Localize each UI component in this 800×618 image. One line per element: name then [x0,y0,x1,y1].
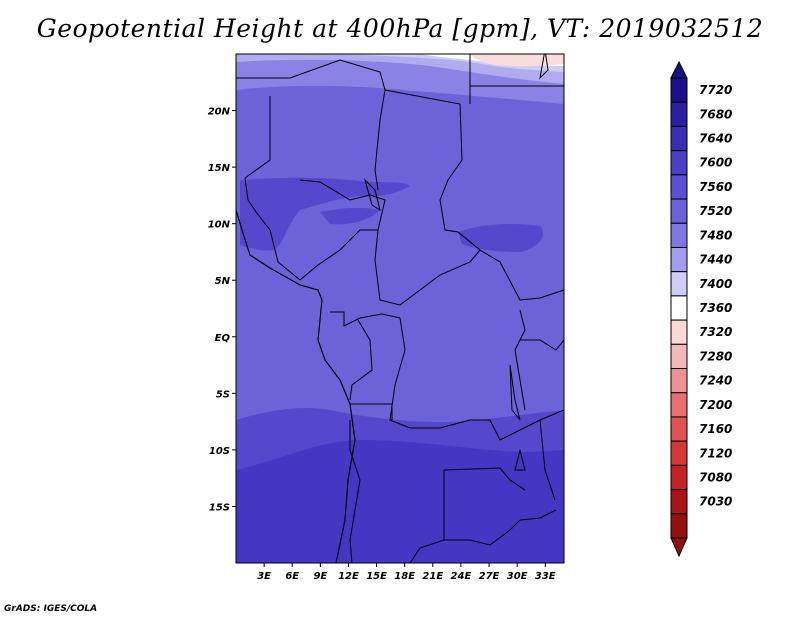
colorbar-segment [670,416,688,442]
colorbar-segment [670,464,688,491]
colorbar-label: 7320 [699,325,732,339]
map-frame [235,53,565,564]
y-tick-label: 5S [216,389,230,400]
colorbar-label: 7030 [699,495,732,509]
x-tick-label: 27E [479,571,500,582]
colorbar-label: 7640 [699,132,732,146]
x-tick-label: 6E [285,571,299,582]
colorbar-segment [670,513,688,539]
colorbar-segment [670,198,688,224]
colorbar-label: 7480 [699,228,732,242]
colorbar-label: 7200 [699,398,732,412]
colorbar-segment [670,246,688,273]
y-tick-label: 10N [208,220,231,231]
colorbar-segment [670,271,688,297]
colorbar-label: 7400 [699,277,732,291]
chart-title: Geopotential Height at 400hPa [gpm], VT:… [36,14,764,43]
colorbar-segment [670,368,688,394]
colorbar-label: 7280 [699,349,732,363]
x-tick-label: 15E [366,571,387,582]
x-tick-label: 9E [313,571,327,582]
colorbar-segment [670,222,688,248]
colorbar-label: 7720 [699,83,732,97]
colorbar-label: 7240 [699,374,732,388]
colorbar-segment [670,150,688,176]
colorbar-segment [670,392,688,418]
y-tick-label: 5N [215,276,231,287]
colorbar-label: 7680 [699,107,732,121]
colorbar-label: 7160 [699,422,732,436]
colorbar-label: 7440 [699,253,732,267]
y-axis: 20N 15N 10N 5N EQ 5S 10S 15S [208,107,236,513]
colorbar-label: 7120 [699,446,732,460]
colorbar-segment [670,343,688,370]
credit-label: GrADS: IGES/COLA [4,604,98,614]
colorbar-segment [670,319,688,345]
x-tick-label: 3E [257,571,271,582]
colorbar-segment [670,174,688,200]
colorbar-segment [670,77,688,103]
colorbar-label: 7560 [699,180,732,194]
colorbar-segment [670,440,688,466]
y-tick-label: EQ [215,333,231,344]
country-borders [236,54,564,563]
colorbar: 7720 7680 7640 7600 7560 7520 7480 7440 7400 7360… [670,60,732,558]
y-tick-label: 10S [209,446,230,457]
colorbar-top-arrow [670,60,688,79]
y-tick-label: 20N [208,107,231,118]
colorbar-bottom-arrow [670,537,688,558]
x-tick-label: 18E [394,571,415,582]
colorbar-segment [670,295,688,321]
colorbar-label: 7360 [699,301,732,315]
colorbar-label: 7080 [699,470,732,484]
y-tick-label: 15N [208,163,231,174]
x-tick-label: 33E [535,571,556,582]
y-tick-label: 15S [209,502,230,513]
x-tick-label: 24E [451,571,472,582]
colorbar-segment [670,101,688,127]
height-field [236,54,564,563]
x-tick-label: 21E [422,571,443,582]
x-axis: 3E 6E 9E 12E 15E 18E 21E 24E 27E 30E 33E [257,563,556,582]
x-tick-label: 30E [507,571,528,582]
colorbar-segment [670,489,688,515]
x-tick-label: 12E [338,571,359,582]
colorbar-label: 7520 [699,204,732,218]
colorbar-segment [670,125,688,152]
colorbar-label: 7600 [699,156,732,170]
